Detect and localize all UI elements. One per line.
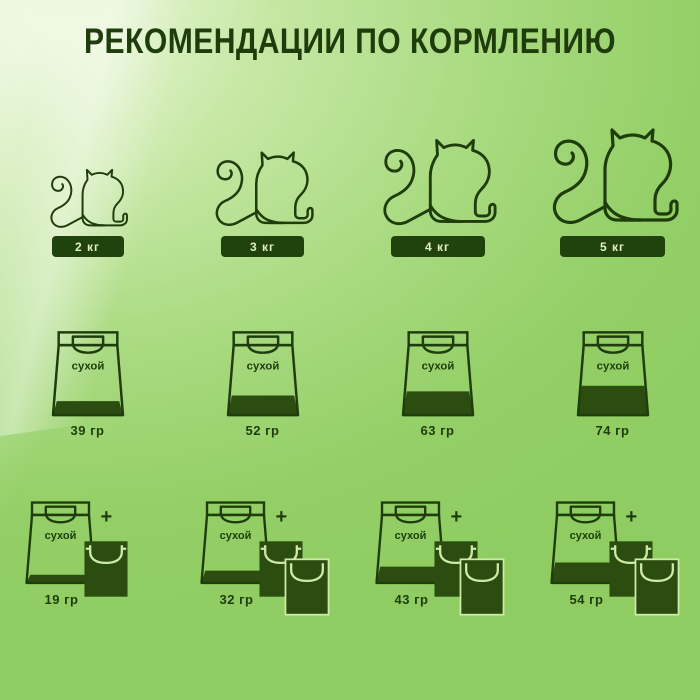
mixed-amount-slot: 32 гр (175, 592, 298, 607)
mixed-amount-label: 43 гр (394, 592, 429, 607)
plus-icon: + (275, 506, 288, 528)
feeding-column: 5 кг сухой 74 гр (525, 0, 700, 700)
cat-silhouette-icon (175, 114, 350, 234)
mixed-amount-slot: 19 гр (0, 592, 123, 607)
mixed-feeding-group: сухой + (350, 500, 525, 616)
svg-text:сухой: сухой (246, 361, 279, 373)
wet-food-pouch-icon (83, 540, 129, 603)
feeding-column: 2 кг сухой 39 гр (0, 0, 175, 700)
weight-badge[interactable]: 2 кг (51, 236, 124, 257)
svg-text:сухой: сухой (421, 361, 454, 373)
svg-text:сухой: сухой (44, 530, 76, 542)
cat-silhouette-icon (350, 114, 525, 234)
dry-food-bag-icon: сухой (0, 330, 175, 417)
dry-food-bag-icon: сухой (525, 330, 700, 417)
cat-silhouette-icon (525, 114, 700, 234)
mixed-amount-slot: 43 гр (350, 592, 473, 607)
svg-text:сухой: сухой (219, 530, 251, 542)
mixed-feeding-group: сухой + (175, 500, 350, 616)
svg-text:сухой: сухой (569, 530, 601, 542)
mixed-feeding-canvas: сухой + (13, 500, 163, 610)
dry-food-bag-icon: сухой (21, 500, 100, 590)
wet-food-pouch-icon (634, 558, 680, 621)
mixed-amount-label: 54 гр (569, 592, 604, 607)
wet-food-pouch-icon (284, 558, 330, 621)
dry-amount-label: 52 гр (245, 423, 280, 438)
dry-amount-slot: 39 гр (0, 423, 175, 438)
mixed-feeding-canvas: сухой + (363, 500, 513, 616)
mixed-feeding-canvas: сухой + (188, 500, 338, 616)
svg-text:сухой: сухой (71, 361, 104, 373)
mixed-amount-label: 19 гр (44, 592, 79, 607)
weight-badge-slot: 2 кг (0, 236, 175, 257)
dry-amount-label: 63 гр (420, 423, 455, 438)
weight-badge[interactable]: 3 кг (221, 236, 304, 257)
plus-icon: + (100, 506, 113, 528)
weight-badge[interactable]: 4 кг (390, 236, 485, 257)
mixed-amount-label: 32 гр (219, 592, 254, 607)
plus-icon: + (450, 506, 463, 528)
wet-food-pouch-icon (459, 558, 505, 621)
svg-text:сухой: сухой (394, 530, 426, 542)
dry-food-bag-icon: сухой (350, 330, 525, 417)
dry-amount-label: 74 гр (595, 423, 630, 438)
cat-silhouette-icon (0, 114, 175, 234)
svg-text:сухой: сухой (596, 361, 629, 373)
plus-icon: + (625, 506, 638, 528)
mixed-feeding-canvas: сухой + (538, 500, 688, 616)
mixed-amount-slot: 54 гр (525, 592, 648, 607)
weight-badge-slot: 5 кг (525, 236, 700, 257)
weight-badge-slot: 3 кг (175, 236, 350, 257)
dry-amount-slot: 74 гр (525, 423, 700, 438)
feeding-column: 4 кг сухой 63 гр (350, 0, 525, 700)
mixed-feeding-group: сухой + (0, 500, 175, 610)
feeding-column: 3 кг сухой 52 гр (175, 0, 350, 700)
dry-amount-label: 39 гр (70, 423, 105, 438)
dry-amount-slot: 63 гр (350, 423, 525, 438)
dry-amount-slot: 52 гр (175, 423, 350, 438)
weight-badge[interactable]: 5 кг (560, 236, 665, 257)
mixed-feeding-group: сухой + (525, 500, 700, 616)
dry-food-bag-icon: сухой (175, 330, 350, 417)
page-title: РЕКОМЕНДАЦИИ ПО КОРМЛЕНИЮ (84, 22, 616, 61)
weight-badge-slot: 4 кг (350, 236, 525, 257)
